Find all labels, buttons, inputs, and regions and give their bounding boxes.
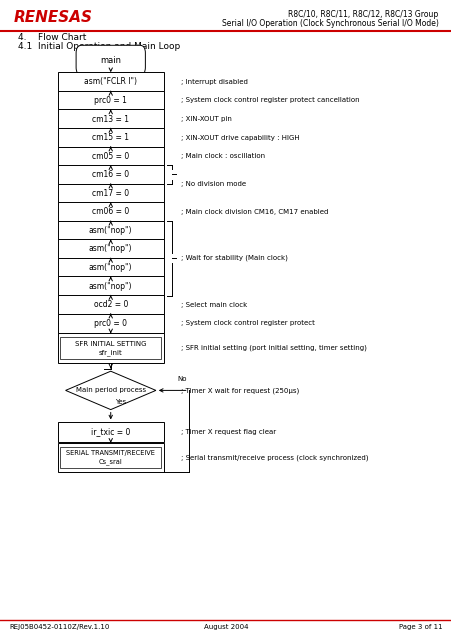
Bar [58, 333, 163, 363]
Text: prc0 = 0: prc0 = 0 [94, 319, 127, 328]
Text: REJ05B0452-0110Z/Rev.1.10: REJ05B0452-0110Z/Rev.1.10 [9, 624, 109, 630]
Text: R8C/10, R8C/11, R8C/12, R8C/13 Group: R8C/10, R8C/11, R8C/12, R8C/13 Group [288, 10, 437, 19]
Text: August 2004: August 2004 [203, 624, 248, 630]
Bar [58, 184, 163, 203]
Text: ; Timer X request flag clear: ; Timer X request flag clear [180, 429, 275, 435]
Bar [58, 422, 163, 442]
Text: cm05 = 0: cm05 = 0 [92, 152, 129, 161]
Text: ; SFR initial setting (port initial setting, timer setting): ; SFR initial setting (port initial sett… [180, 345, 366, 351]
Text: asm("FCLR I"): asm("FCLR I") [84, 77, 137, 86]
Text: SFR INITIAL SETTING
sfr_init: SFR INITIAL SETTING sfr_init [75, 340, 146, 356]
Text: ; Select main clock: ; Select main clock [180, 301, 247, 308]
Text: ; Main clock : oscillation: ; Main clock : oscillation [180, 153, 264, 159]
Text: Main period process: Main period process [75, 387, 146, 394]
Bar [58, 276, 163, 296]
Bar [60, 447, 161, 468]
Text: ; Timer X wait for request (250μs): ; Timer X wait for request (250μs) [180, 387, 299, 394]
Text: Serial I/O Operation (Clock Synchronous Serial I/O Mode): Serial I/O Operation (Clock Synchronous … [221, 19, 437, 28]
Text: Page 3 of 11: Page 3 of 11 [398, 624, 442, 630]
Bar [58, 91, 163, 110]
Text: ir_txic = 0: ir_txic = 0 [91, 428, 130, 436]
Text: ; Serial transmit/receive process (clock synchronized): ; Serial transmit/receive process (clock… [180, 454, 368, 461]
Bar [58, 128, 163, 147]
Text: asm("nop"): asm("nop") [89, 244, 132, 253]
Text: ; No division mode: ; No division mode [180, 180, 245, 187]
Text: cm13 = 1: cm13 = 1 [92, 115, 129, 124]
Bar [58, 165, 163, 184]
Text: cm06 = 0: cm06 = 0 [92, 207, 129, 216]
Bar [58, 109, 163, 129]
Text: asm("nop"): asm("nop") [89, 226, 132, 235]
Bar [58, 295, 163, 314]
Text: Yes: Yes [115, 399, 126, 405]
Text: ; Interrupt disabled: ; Interrupt disabled [180, 79, 247, 85]
Polygon shape [65, 371, 156, 410]
Text: ; System clock control register protect cancellation: ; System clock control register protect … [180, 97, 359, 104]
Text: ; Wait for stability (Main clock): ; Wait for stability (Main clock) [180, 255, 287, 261]
Bar [58, 147, 163, 166]
Text: cm15 = 1: cm15 = 1 [92, 133, 129, 142]
Bar [58, 314, 163, 333]
Text: No: No [176, 376, 186, 382]
Text: ; XIN-XOUT drive capability : HIGH: ; XIN-XOUT drive capability : HIGH [180, 134, 299, 141]
Text: main: main [100, 56, 121, 65]
Bar [58, 72, 163, 92]
FancyBboxPatch shape [76, 45, 145, 75]
Text: SERIAL TRANSMIT/RECEIVE
Cs_sral: SERIAL TRANSMIT/RECEIVE Cs_sral [66, 450, 155, 465]
Text: asm("nop"): asm("nop") [89, 282, 132, 291]
Text: asm("nop"): asm("nop") [89, 263, 132, 272]
Text: 4.    Flow Chart: 4. Flow Chart [18, 33, 86, 42]
Bar [58, 202, 163, 221]
Bar [60, 337, 161, 359]
Bar [58, 221, 163, 240]
Text: cm16 = 0: cm16 = 0 [92, 170, 129, 179]
Text: prc0 = 1: prc0 = 1 [94, 96, 127, 105]
Text: ; System clock control register protect: ; System clock control register protect [180, 320, 314, 326]
Text: ocd2 = 0: ocd2 = 0 [93, 300, 128, 309]
Text: ; XIN-XOUT pin: ; XIN-XOUT pin [180, 116, 231, 122]
Text: cm17 = 0: cm17 = 0 [92, 189, 129, 198]
Bar [58, 239, 163, 259]
Text: ; Main clock division CM16, CM17 enabled: ; Main clock division CM16, CM17 enabled [180, 209, 327, 215]
Text: 4.1  Initial Operation and Main Loop: 4.1 Initial Operation and Main Loop [18, 42, 180, 51]
Bar [58, 258, 163, 277]
Bar [58, 443, 163, 472]
Text: RENESAS: RENESAS [14, 10, 92, 26]
